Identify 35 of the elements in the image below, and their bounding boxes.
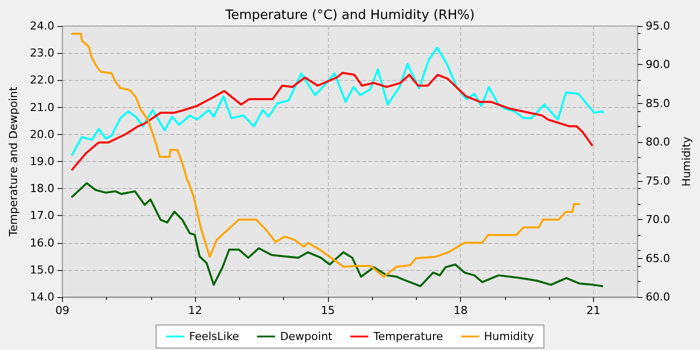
line-series [71,46,604,156]
y2-tick-label: 75.0 [646,174,670,188]
y2-tick-label: 85.0 [646,96,670,110]
y-tick-label: 22.0 [30,74,54,87]
y-tick-label: 21.0 [30,100,54,114]
line-series [71,32,580,278]
y-tick-label: 16.0 [30,236,54,250]
legend-label: Dewpoint [280,330,334,343]
y2-axis-title: Humidity [680,136,693,186]
legend-label: FeelsLike [189,330,240,343]
y2-tick-label: 65.0 [646,252,670,265]
y-tick-label: 18.0 [30,182,54,196]
y2-tick-label: 90.0 [646,58,670,72]
y2-tick-label: 60.0 [646,290,670,304]
chart-title: Temperature (°C) and Humidity (RH%) [224,8,475,23]
y-tick-label: 15.0 [30,263,54,276]
y-tick-label: 20.0 [30,128,54,141]
y-axis-title: Temperature and Dewpoint [7,86,20,238]
legend-label: Temperature [372,330,444,343]
x-tick-label: 21 [586,304,600,317]
y-tick-label: 17.0 [30,209,54,222]
y-tick-label: 24.0 [30,20,54,32]
line-series [71,72,594,171]
y-tick-label: 14.0 [30,290,54,304]
y-tick-label: 19.0 [30,155,54,168]
x-tick-label: 12 [188,304,202,317]
y2-tick-label: 95.0 [646,20,670,32]
x-tick-label: 15 [320,304,335,317]
y-tick-label: 23.0 [30,46,54,60]
x-tick-label: 09 [55,304,70,317]
y2-tick-label: 80.0 [646,136,670,149]
x-tick-label: 18 [454,304,468,317]
y2-tick-label: 70.0 [646,213,670,226]
line-series [71,182,604,288]
legend-label: Humidity [484,330,534,343]
